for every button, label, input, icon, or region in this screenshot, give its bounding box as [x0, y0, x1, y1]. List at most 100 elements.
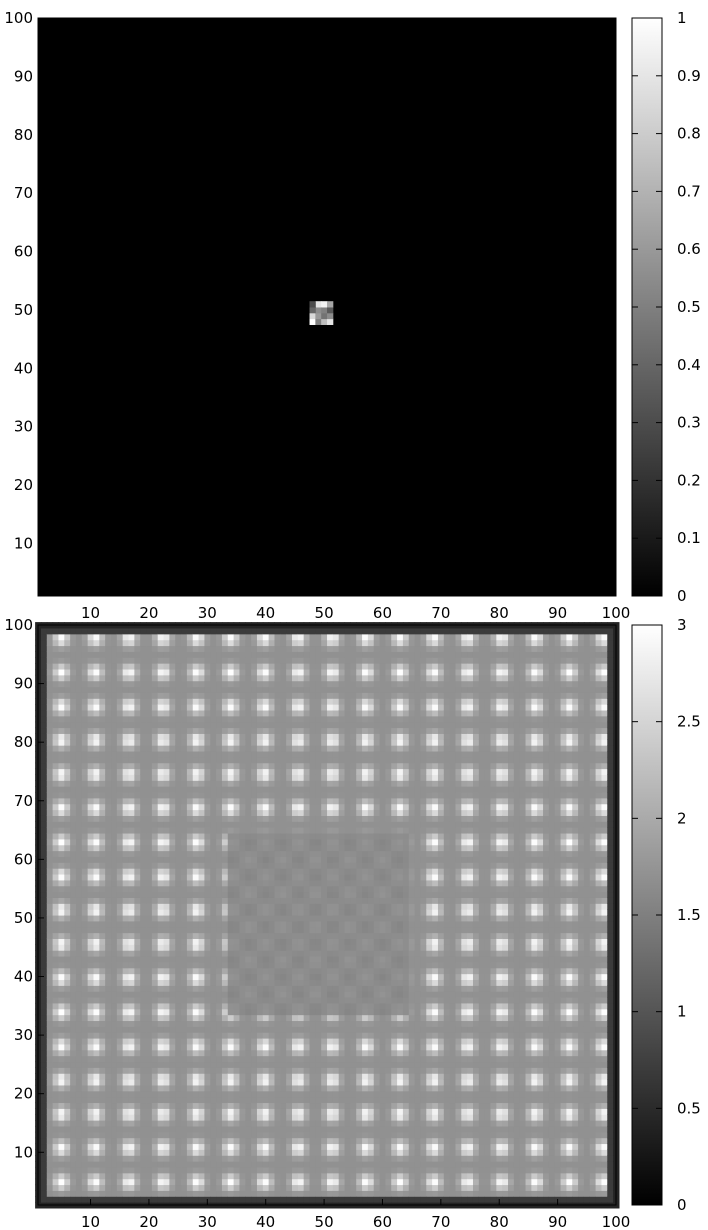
- heatmap-cell: [134, 833, 141, 840]
- heatmap-cell: [286, 627, 293, 635]
- heatmap-cell: [245, 768, 252, 775]
- heatmap-cell: [151, 1131, 159, 1139]
- heatmap-cell: [64, 715, 71, 723]
- heatmap-cell: [204, 756, 211, 764]
- heatmap-cell: [297, 762, 305, 770]
- heatmap-cell: [52, 1067, 60, 1074]
- heatmap-cell: [262, 791, 270, 799]
- heatmap-cell: [233, 827, 240, 834]
- heatmap-cell: [169, 1108, 176, 1115]
- heatmap-cell: [151, 1120, 159, 1127]
- heatmap-cell: [286, 932, 293, 940]
- heatmap-cell: [116, 815, 124, 822]
- heatmap-cell: [198, 639, 205, 647]
- heatmap-cell: [111, 639, 118, 647]
- heatmap-cell: [198, 1114, 205, 1121]
- heatmap-cell: [169, 1055, 176, 1063]
- heatmap-cell: [64, 1172, 71, 1180]
- heatmap-cell: [157, 1161, 165, 1168]
- heatmap-cell: [274, 850, 281, 857]
- heatmap-cell: [58, 850, 65, 857]
- heatmap-cell: [105, 680, 112, 688]
- heatmap-cell: [122, 1032, 130, 1039]
- heatmap-cell: [64, 891, 71, 898]
- heatmap-cell: [52, 1166, 60, 1174]
- heatmap-cell: [274, 897, 281, 904]
- heatmap-cell: [286, 1149, 293, 1156]
- heatmap-cell: [186, 1043, 194, 1051]
- heatmap-cell: [251, 1014, 258, 1022]
- heatmap-cell: [245, 686, 252, 693]
- heatmap-cell: [315, 727, 322, 734]
- heatmap-cell: [227, 698, 235, 705]
- heatmap-cell: [262, 920, 270, 928]
- heatmap-cell: [134, 950, 141, 957]
- heatmap-cell: [157, 815, 165, 822]
- heatmap-cell: [99, 1196, 106, 1203]
- heatmap-cell: [81, 704, 89, 711]
- heatmap-cell: [134, 1196, 141, 1203]
- heatmap-cell: [40, 915, 48, 922]
- heatmap-cell: [186, 1014, 194, 1022]
- heatmap-cell: [64, 1125, 71, 1133]
- heatmap-cell: [75, 1002, 83, 1010]
- heatmap-cell: [52, 698, 60, 705]
- heatmap-cell: [256, 1196, 264, 1203]
- heatmap-cell: [303, 1149, 311, 1156]
- heatmap-cell: [280, 1038, 287, 1045]
- heatmap-cell: [93, 1067, 100, 1074]
- heatmap-cell: [134, 903, 141, 910]
- heatmap-cell: [198, 1108, 205, 1115]
- heatmap-cell: [233, 909, 240, 916]
- heatmap-cell: [233, 1026, 240, 1033]
- heatmap-cell: [157, 850, 165, 857]
- y-tick-label: 40: [14, 359, 33, 377]
- heatmap-cell: [52, 750, 60, 758]
- heatmap-cell: [87, 903, 95, 910]
- heatmap-cell: [297, 739, 305, 746]
- heatmap-cell: [210, 1073, 217, 1080]
- heatmap-cell: [186, 657, 194, 664]
- heatmap-cell: [286, 803, 293, 811]
- heatmap-cell: [262, 721, 270, 729]
- heatmap-cell: [268, 1020, 276, 1027]
- heatmap-cell: [87, 1137, 95, 1145]
- heatmap-cell: [181, 891, 188, 898]
- heatmap-cell: [210, 1055, 217, 1063]
- heatmap-cell: [262, 786, 270, 793]
- heatmap-cell: [58, 1196, 65, 1203]
- heatmap-cell: [210, 844, 217, 852]
- heatmap-cell: [151, 1084, 159, 1092]
- heatmap-cell: [227, 938, 235, 945]
- heatmap-cell: [93, 997, 100, 1004]
- heatmap-cell: [151, 1049, 159, 1057]
- heatmap-cell: [151, 815, 159, 822]
- heatmap-cell: [157, 1055, 165, 1063]
- heatmap-cell: [221, 1102, 229, 1109]
- heatmap-cell: [303, 1120, 311, 1127]
- heatmap-cell: [245, 739, 252, 746]
- heatmap-cell: [297, 997, 305, 1004]
- heatmap-cell: [256, 1032, 264, 1039]
- heatmap-cell: [163, 686, 170, 693]
- heatmap-cell: [221, 909, 229, 916]
- heatmap-cell: [233, 1055, 240, 1063]
- heatmap-cell: [175, 903, 182, 910]
- heatmap-cell: [291, 639, 299, 647]
- heatmap-cell: [116, 1149, 124, 1156]
- heatmap-cell: [286, 973, 293, 981]
- heatmap-cell: [75, 1178, 83, 1186]
- heatmap-cell: [297, 1196, 305, 1203]
- heatmap-cell: [268, 985, 276, 992]
- heatmap-cell: [151, 1102, 159, 1109]
- heatmap-cell: [210, 961, 217, 969]
- heatmap-cell: [297, 1161, 305, 1168]
- heatmap-cell: [251, 920, 258, 928]
- heatmap-cell: [245, 1073, 252, 1080]
- heatmap-cell: [227, 762, 235, 770]
- heatmap-cell: [181, 868, 188, 875]
- heatmap-cell: [251, 1178, 258, 1186]
- heatmap-cell: [105, 1166, 112, 1174]
- heatmap-cell: [291, 891, 299, 898]
- heatmap-cell: [268, 862, 276, 869]
